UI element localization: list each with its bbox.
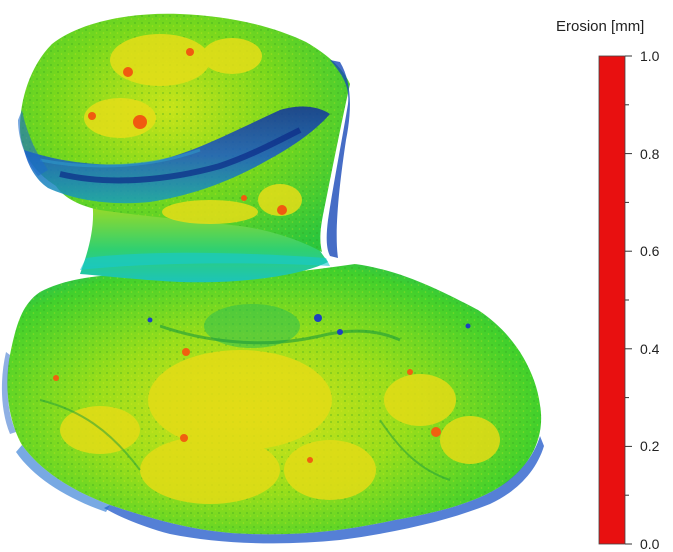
colorbar-label-1.0: 1.0 [640,48,660,64]
colorbar-label-0.4: 0.4 [640,341,660,357]
colorbar-rect [598,55,626,545]
colorbar-label-0.6: 0.6 [640,243,660,259]
colorbar-label-0.2: 0.2 [640,438,660,454]
low-erosion-spots [147,314,471,335]
body-hotspots [53,348,441,463]
colorbar-label-0.0: 0.0 [640,536,660,552]
colorbar-ticks [625,55,632,545]
colorbar-label-0.8: 0.8 [640,146,660,162]
body-highlights [60,350,500,504]
head-highlights [84,34,302,224]
head-hotspots [88,48,287,215]
colorbar-title: Erosion [mm] [556,18,645,35]
colorbar [598,55,632,545]
comet-surface [1,13,544,544]
